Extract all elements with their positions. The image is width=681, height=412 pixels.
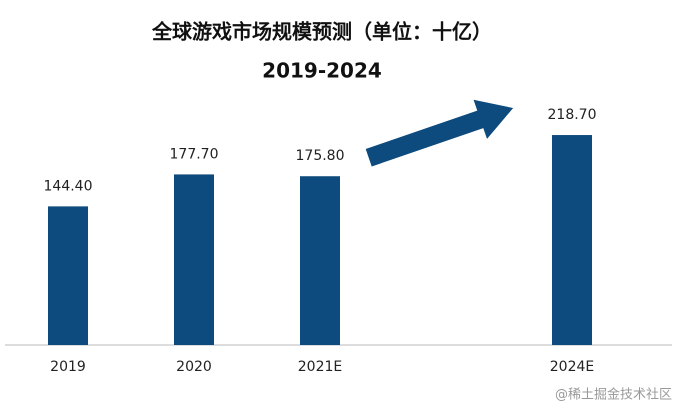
x-tick-label: 2019 bbox=[50, 359, 86, 375]
bar bbox=[48, 206, 88, 345]
x-tick-label: 2021E bbox=[298, 359, 342, 375]
bar bbox=[300, 176, 340, 345]
x-tick-label: 2020 bbox=[176, 359, 212, 375]
bar bbox=[174, 174, 214, 345]
value-label: 177.70 bbox=[170, 146, 219, 162]
x-tick-label: 2024E bbox=[550, 359, 594, 375]
watermark: @稀土掘金技术社区 bbox=[555, 387, 672, 403]
value-label: 144.40 bbox=[44, 178, 93, 194]
value-label: 218.70 bbox=[548, 107, 597, 123]
trend-arrow bbox=[363, 97, 516, 169]
value-label: 175.80 bbox=[296, 148, 345, 164]
chart-title: 全球游戏市场规模预测（单位：十亿） bbox=[151, 20, 492, 44]
chart-subtitle: 2019-2024 bbox=[262, 59, 382, 83]
bar bbox=[552, 135, 592, 345]
